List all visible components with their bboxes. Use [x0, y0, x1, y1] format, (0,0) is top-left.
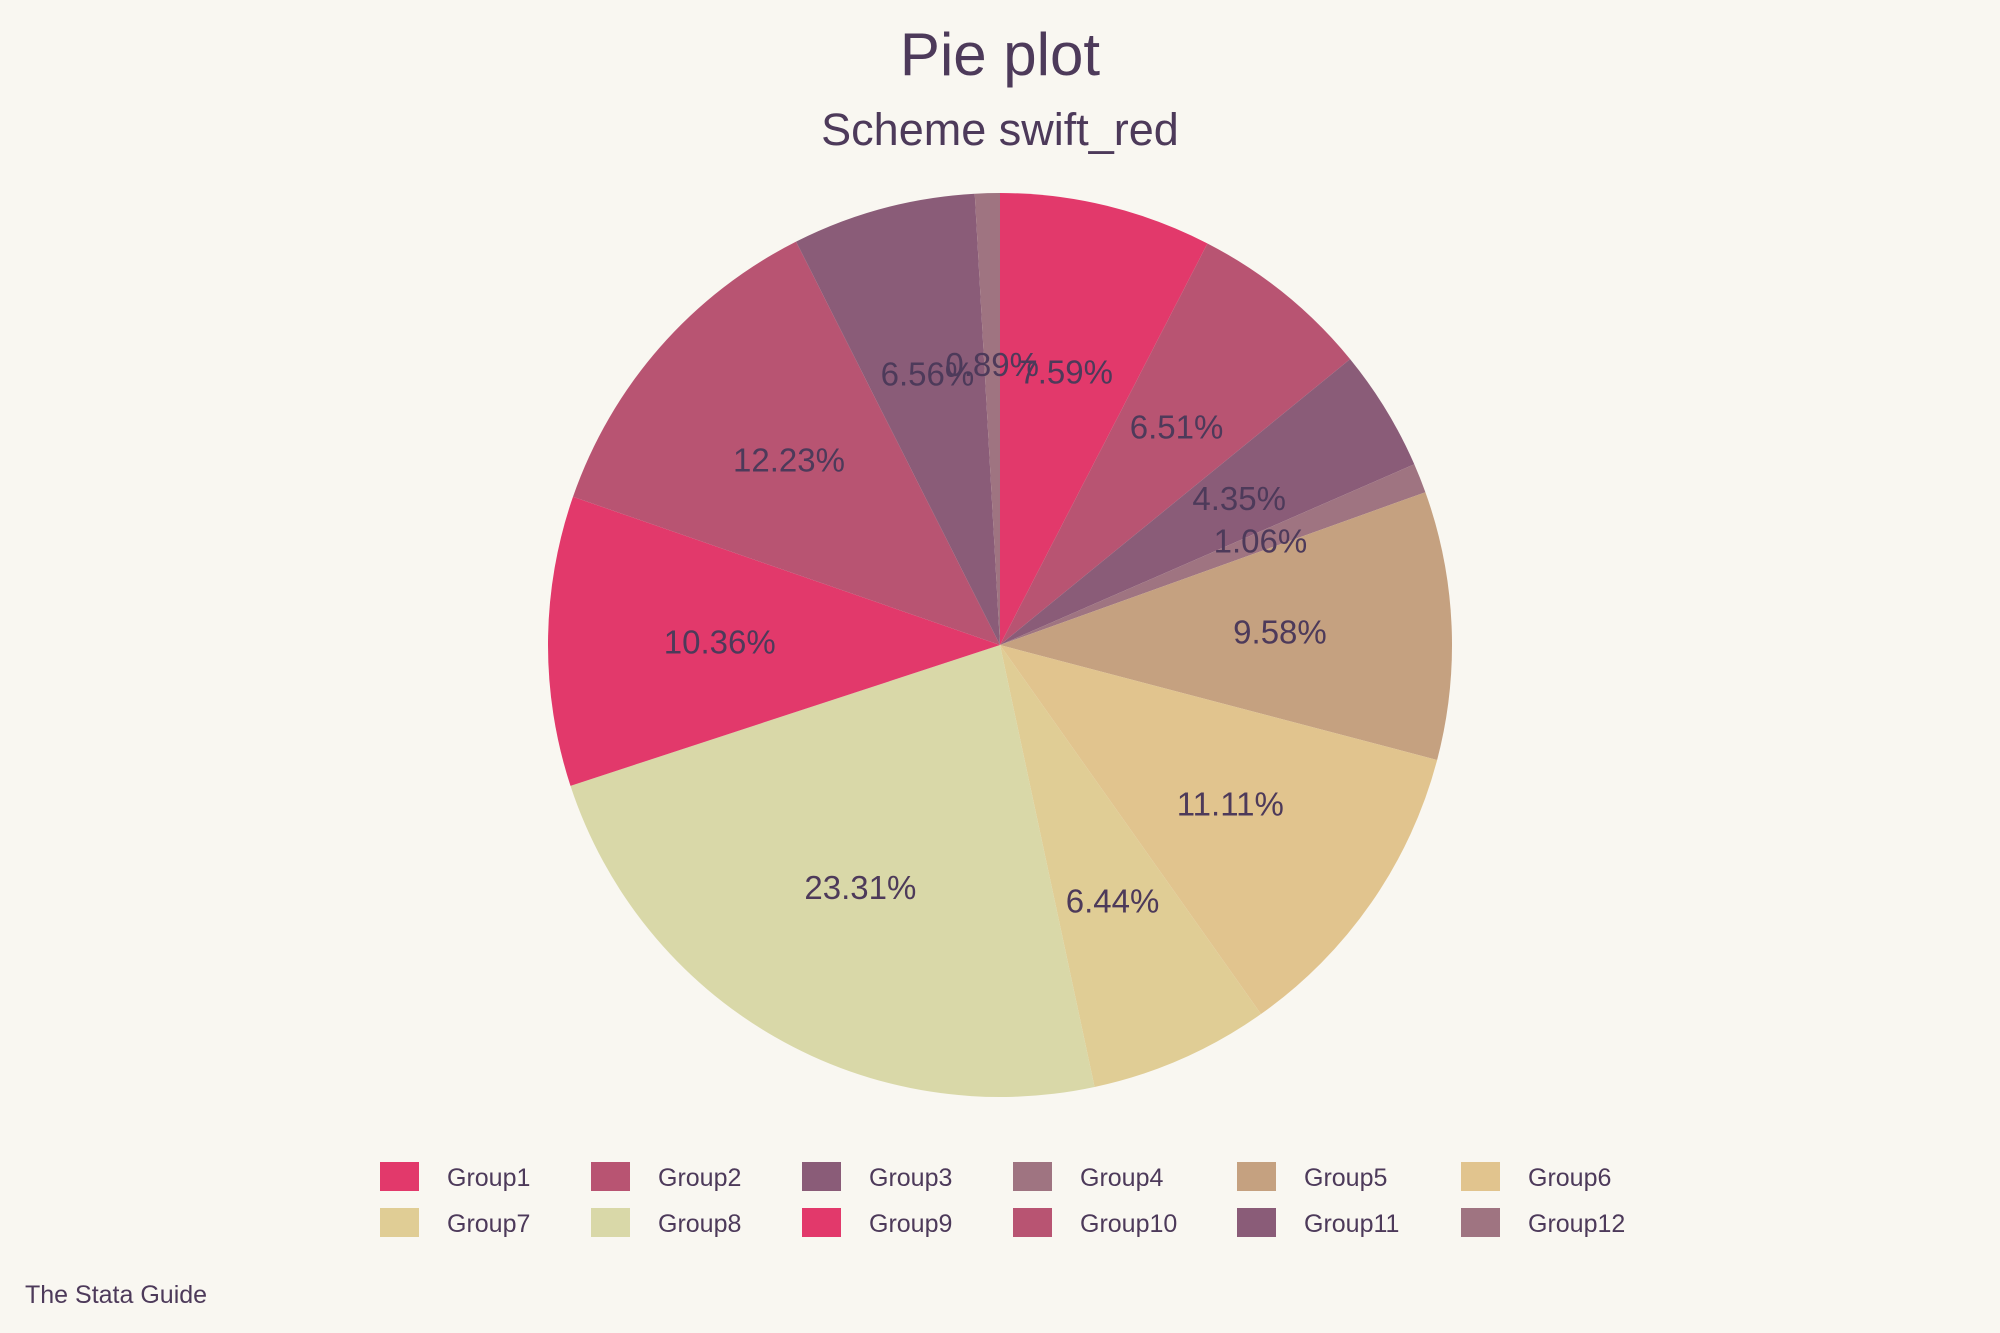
chart-title: Pie plot: [900, 21, 1100, 88]
pie-slice-group9: [548, 496, 1000, 786]
chart-subtitle: Scheme swift_red: [821, 104, 1179, 155]
slice-label-group1: 7.59%: [1019, 354, 1113, 391]
pie-slice-group3: [1000, 359, 1415, 645]
legend-swatch-group1: [380, 1162, 419, 1191]
legend-label-group3: Group3: [869, 1164, 952, 1192]
legend-swatch-group8: [591, 1208, 630, 1237]
pie-slice-group10: [572, 241, 1000, 645]
pie-slice-group8: [570, 645, 1095, 1097]
slice-label-group9: 10.36%: [664, 624, 776, 661]
legend-label-group4: Group4: [1080, 1164, 1163, 1192]
slice-label-group3: 4.35%: [1192, 480, 1286, 517]
pie-slice-group1: [1000, 193, 1208, 645]
legend-swatch-group5: [1237, 1162, 1276, 1191]
pie-slice-group6: [1000, 645, 1438, 1015]
pie-slices: [548, 193, 1453, 1097]
legend-swatch-group6: [1461, 1162, 1500, 1191]
slice-label-group10: 12.23%: [733, 442, 845, 479]
pie-slice-group12: [974, 193, 1000, 645]
slice-label-group7: 6.44%: [1066, 883, 1160, 920]
pie-slice-group5: [1000, 492, 1453, 760]
legend-swatch-group7: [380, 1208, 419, 1237]
legend-label-group8: Group8: [658, 1210, 741, 1238]
legend-swatch-group12: [1461, 1208, 1500, 1237]
legend: Group1 Group2 Group3 Group4 Group5 Group6 Grou…: [380, 1162, 1625, 1238]
slice-label-group4: 1.06%: [1214, 523, 1308, 560]
pie-slice-group2: [1000, 243, 1351, 645]
legend-label-group11: Group11: [1304, 1210, 1399, 1238]
legend-label-group6: Group6: [1528, 1164, 1611, 1192]
pie-slice-group7: [1000, 645, 1261, 1087]
legend-swatch-group10: [1013, 1208, 1052, 1237]
legend-swatch-group4: [1013, 1162, 1052, 1191]
legend-swatch-group11: [1237, 1208, 1276, 1237]
slice-label-group11: 6.56%: [881, 355, 975, 392]
legend-label-group7: Group7: [447, 1210, 530, 1238]
pie-labels: 7.59% 6.51% 4.35% 1.06% 9.58% 11.11% 6.44% 23.3…: [664, 346, 1327, 920]
legend-label-group9: Group9: [869, 1210, 952, 1238]
legend-swatch-group2: [591, 1162, 630, 1191]
pie-slice-group11: [796, 193, 1000, 646]
legend-label-group2: Group2: [658, 1164, 741, 1192]
legend-swatch-group3: [802, 1162, 841, 1191]
legend-label-group1: Group1: [447, 1164, 530, 1192]
legend-label-group10: Group10: [1080, 1210, 1177, 1238]
slice-label-group2: 6.51%: [1130, 408, 1224, 445]
legend-label-group12: Group12: [1528, 1210, 1625, 1238]
legend-label-group5: Group5: [1304, 1164, 1387, 1192]
pie-slice-group4: [1000, 464, 1426, 645]
slice-label-group12: 0.89%: [945, 346, 1039, 383]
slice-label-group6: 11.11%: [1177, 786, 1284, 823]
chart-note: The Stata Guide: [25, 1281, 207, 1309]
slice-label-group5: 9.58%: [1233, 614, 1327, 651]
legend-swatch-group9: [802, 1208, 841, 1237]
slice-label-group8: 23.31%: [804, 869, 916, 906]
